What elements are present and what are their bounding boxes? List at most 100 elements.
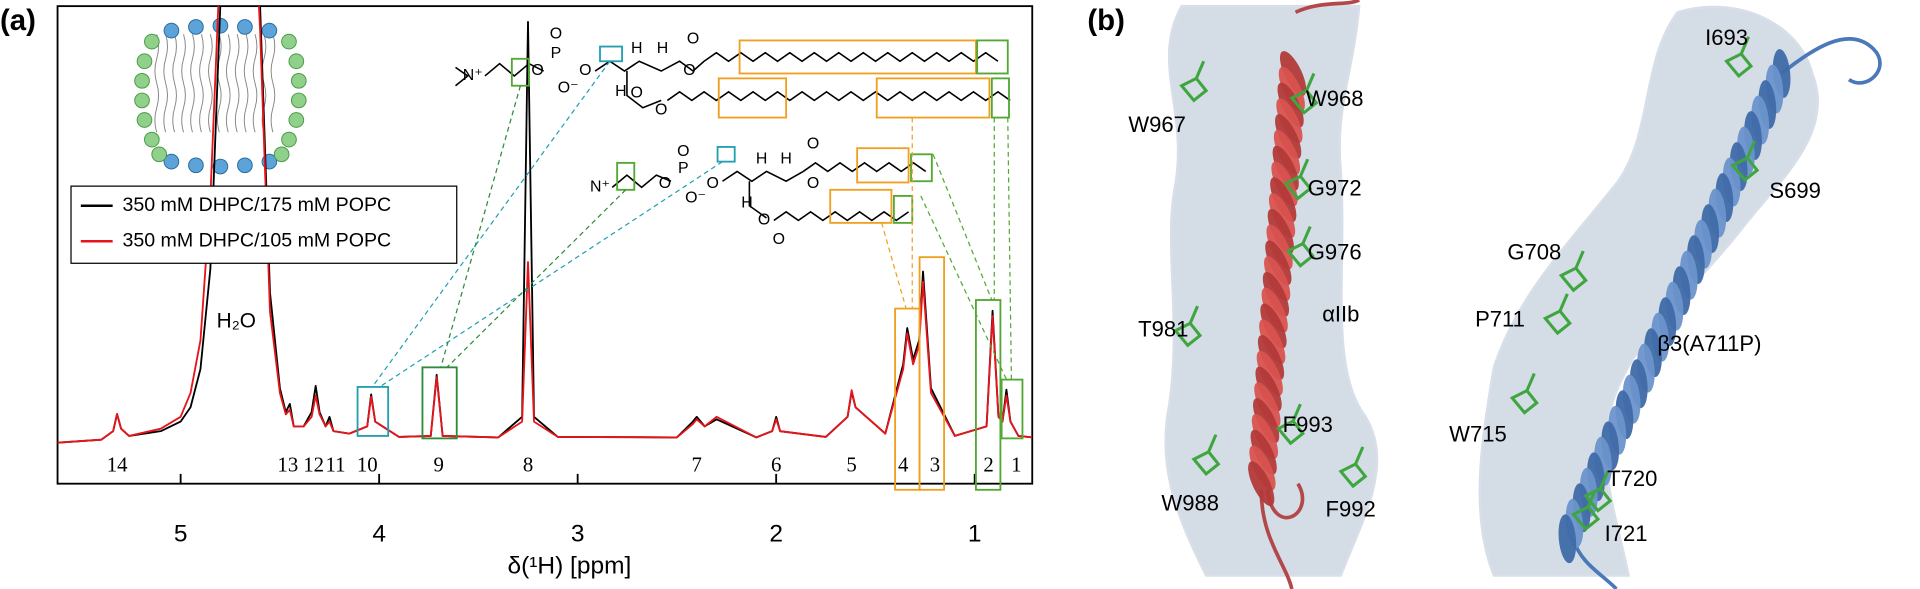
bond <box>626 71 662 109</box>
atom: H <box>631 40 643 57</box>
peak-label: 2 <box>983 452 993 476</box>
lipid-head <box>134 92 150 109</box>
atom: O <box>631 84 643 101</box>
panel-label: (a) <box>0 4 36 37</box>
peak-label: 4 <box>898 452 909 476</box>
group-box <box>990 77 1010 119</box>
group-box <box>421 366 458 440</box>
lipid-tail <box>225 34 231 133</box>
assignment-line <box>446 189 627 368</box>
x-tick-label: 1 <box>968 521 982 548</box>
lipid-tail <box>234 34 240 133</box>
peak-label: 14 <box>107 452 128 476</box>
atom: O <box>807 136 819 153</box>
atom: O <box>683 62 695 79</box>
lipid-head <box>134 72 150 89</box>
side-chain <box>1173 305 1203 348</box>
bond <box>802 161 927 173</box>
lipid-tail <box>199 34 204 133</box>
lipid-tail <box>252 34 258 133</box>
helix-turn <box>1275 114 1302 159</box>
residue-label: I721 <box>1605 521 1648 546</box>
helix-turn <box>1266 224 1293 270</box>
atom: H <box>780 150 792 167</box>
group-box <box>716 146 736 163</box>
assignment-line <box>932 154 993 301</box>
bond <box>748 181 767 219</box>
panel-label: (b) <box>1087 4 1125 37</box>
residue-label: αIIb <box>1322 302 1359 327</box>
peak-label: 10 <box>357 452 378 476</box>
lipid-head <box>212 158 229 175</box>
group-box <box>356 386 390 437</box>
side-chain <box>1509 372 1539 415</box>
group-box <box>910 153 933 183</box>
legend-label: 350 mM DHPC/105 mM POPC <box>122 229 391 251</box>
group-box <box>856 147 910 184</box>
atom: H <box>756 150 768 167</box>
residue-label: G708 <box>1507 239 1561 264</box>
atom: O⁻ <box>685 190 706 207</box>
assignment-line <box>881 222 907 309</box>
plot-frame <box>56 5 1034 485</box>
lipid-head <box>281 131 297 148</box>
lipid-tail <box>172 34 177 133</box>
lipid-tail <box>216 34 222 133</box>
legend: 350 mM DHPC/175 mM POPC 350 mM DHPC/105 m… <box>70 185 458 264</box>
helix-turn <box>1255 366 1282 412</box>
lipid-tail <box>154 34 160 133</box>
atom: P <box>551 45 562 62</box>
side-chain <box>1338 446 1368 489</box>
helix-turn <box>1268 193 1296 238</box>
lipid-tail <box>163 34 168 133</box>
group-box <box>918 256 945 491</box>
group-box <box>975 299 1002 491</box>
side-chain <box>1283 158 1313 201</box>
helix-turn <box>1249 445 1276 491</box>
group-box <box>717 77 788 119</box>
residue-label: T981 <box>1138 316 1188 341</box>
lipid-head <box>163 22 180 39</box>
bond <box>666 90 1011 102</box>
helix-turn <box>1270 177 1297 223</box>
residue-label: F992 <box>1326 496 1376 521</box>
residue-label: P711 <box>1475 307 1525 332</box>
lipid-head <box>237 157 253 174</box>
group-box <box>738 39 977 75</box>
helix-turn <box>1248 461 1275 507</box>
side-chain <box>1724 36 1754 79</box>
group-box <box>1000 378 1024 440</box>
assignment-line <box>1007 117 1013 380</box>
x-axis-label: δ(¹H) [ppm] <box>508 552 632 579</box>
peak-label: 5 <box>846 452 856 476</box>
lipid-head <box>188 19 204 35</box>
peak-label: 6 <box>771 452 781 476</box>
lipid-tail <box>190 34 195 133</box>
side-chain <box>1285 225 1315 268</box>
assignment-line <box>440 85 521 368</box>
residue-label: W967 <box>1128 112 1186 137</box>
peak-label: 12 <box>303 452 324 476</box>
residue-label: S699 <box>1769 178 1820 203</box>
water-label: H₂O <box>217 310 256 333</box>
atom: O <box>758 212 770 229</box>
helix-turn <box>1250 429 1277 475</box>
lipid-head <box>136 112 153 128</box>
helix-turn <box>1256 350 1283 396</box>
lipid-tail <box>208 34 213 133</box>
peak-label: 3 <box>930 452 940 476</box>
bond <box>703 51 999 63</box>
group-box <box>875 77 991 119</box>
protein-panel: W967 W968 G972 G976 αIIb T981 F993 W988 F992 I693… <box>1128 0 1882 589</box>
atom: O <box>531 62 543 79</box>
atom: O <box>807 175 819 192</box>
legend-label: 350 mM DHPC/175 mM POPC <box>122 194 391 216</box>
residue-label: β3(A711P) <box>1657 331 1761 356</box>
peak-label: 1 <box>1011 452 1021 476</box>
bond <box>484 62 545 77</box>
helix-turn <box>1558 514 1577 564</box>
legend-box <box>70 185 458 264</box>
lipid-head <box>188 157 204 174</box>
